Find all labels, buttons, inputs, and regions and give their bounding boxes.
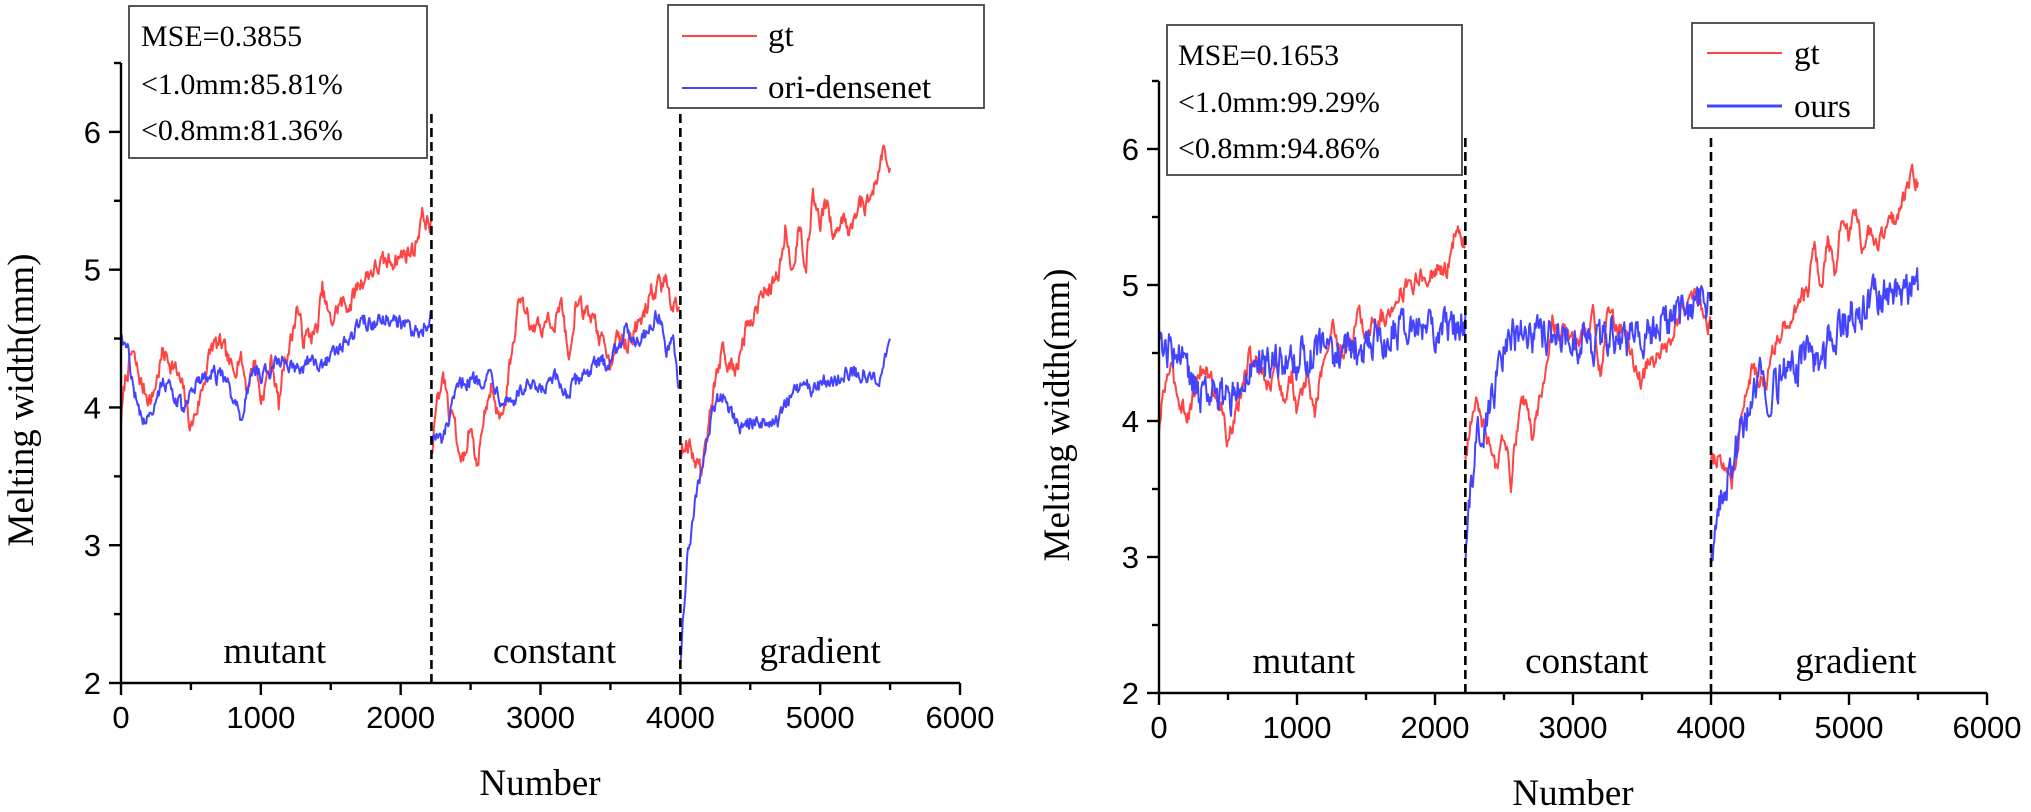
region-label-mutant: mutant [1253, 641, 1356, 682]
region-label-constant: constant [493, 631, 617, 672]
y-axis-title: Melting width(mm) [1, 254, 42, 547]
series-line-ours-mutant [1158, 305, 1467, 417]
series-line-ours-gradient [1710, 267, 1919, 566]
x-tick-label: 1000 [1263, 710, 1332, 745]
x-tick-label: 1000 [226, 700, 295, 735]
region-label-gradient: gradient [760, 631, 882, 672]
y-tick-label: 3 [84, 528, 101, 563]
annotation-08mm: <0.8mm:94.86% [1178, 132, 1380, 165]
x-tick-label: 0 [112, 700, 129, 735]
series-line-ori-densenet-gradient [679, 338, 892, 666]
y-tick-label: 3 [1122, 540, 1139, 575]
axes-layer: 0 1000 2000 3000 4000 5000 6000 2 3 4 5 6 [1122, 79, 2022, 745]
region-label-constant: constant [1525, 641, 1649, 682]
divider-layer [1464, 137, 1713, 693]
series-layer [1158, 163, 1919, 566]
divider-layer [430, 113, 682, 683]
y-tick-label: 2 [1122, 676, 1139, 711]
y-axis-title: Melting width(mm) [1037, 269, 1078, 562]
series-line-ours-constant [1464, 285, 1712, 566]
series-line-ori-densenet-constant [430, 310, 681, 445]
annotation-1mm: <1.0mm:85.81% [141, 68, 343, 101]
annotation-box: MSE=0.1653 <1.0mm:99.29% <0.8mm:94.86% [1166, 24, 1463, 176]
legend: gt ori-densenet [667, 4, 985, 109]
x-axis-title: Number [479, 763, 600, 804]
series-line-gt-mutant [1158, 225, 1466, 448]
annotation-08mm: <0.8mm:81.36% [141, 114, 343, 147]
x-tick-label: 6000 [1953, 710, 2022, 745]
annotation-mse: MSE=0.1653 [1178, 39, 1339, 72]
x-tick-label: 5000 [1815, 710, 1884, 745]
region-label-mutant: mutant [223, 631, 326, 672]
x-axis-title: Number [1512, 773, 1633, 812]
region-labels: mutant constant gradient [1253, 641, 1918, 682]
chart-right: 0 1000 2000 3000 4000 5000 6000 2 3 4 5 6 Number Me… [1037, 22, 2022, 812]
region-label-gradient: gradient [1795, 641, 1917, 682]
legend-label-gt: gt [1794, 36, 1820, 72]
annotation-1mm: <1.0mm:99.29% [1178, 86, 1380, 119]
legend-label-gt: gt [768, 18, 794, 54]
region-labels: mutant constant gradient [223, 631, 881, 672]
series-line-ori-densenet-mutant [120, 310, 433, 426]
y-tick-label: 6 [84, 115, 101, 150]
series-line-gt-mutant [120, 206, 433, 432]
x-tick-label: 4000 [1677, 710, 1746, 745]
legend-label-ori-densenet: ori-densenet [768, 70, 931, 106]
series-line-gt-gradient [1710, 163, 1919, 490]
y-tick-label: 5 [84, 253, 101, 288]
series-line-gt-gradient [679, 144, 892, 477]
y-tick-label: 6 [1122, 132, 1139, 167]
x-tick-label: 2000 [1401, 710, 1470, 745]
y-tick-label: 4 [84, 390, 101, 425]
axes-layer: 0 1000 2000 3000 4000 5000 6000 2 3 4 5 6 [84, 61, 995, 735]
x-tick-label: 3000 [1539, 710, 1608, 745]
y-tick-label: 4 [1122, 404, 1139, 439]
series-line-gt-constant [431, 273, 681, 467]
y-tick-label: 2 [84, 666, 101, 701]
y-tick-label: 5 [1122, 268, 1139, 303]
series-layer [120, 144, 892, 666]
chart-left: 0 1000 2000 3000 4000 5000 6000 2 3 4 5 6 Number Me… [1, 4, 995, 804]
legend: gt ours [1691, 22, 1875, 129]
x-tick-label: 6000 [926, 700, 995, 735]
x-tick-label: 0 [1150, 710, 1167, 745]
annotation-mse: MSE=0.3855 [141, 20, 302, 53]
x-tick-label: 4000 [646, 700, 715, 735]
x-tick-label: 3000 [506, 700, 575, 735]
x-tick-label: 5000 [786, 700, 855, 735]
legend-label-ours: ours [1794, 89, 1851, 125]
x-tick-label: 2000 [366, 700, 435, 735]
annotation-box: MSE=0.3855 <1.0mm:85.81% <0.8mm:81.36% [128, 5, 428, 159]
